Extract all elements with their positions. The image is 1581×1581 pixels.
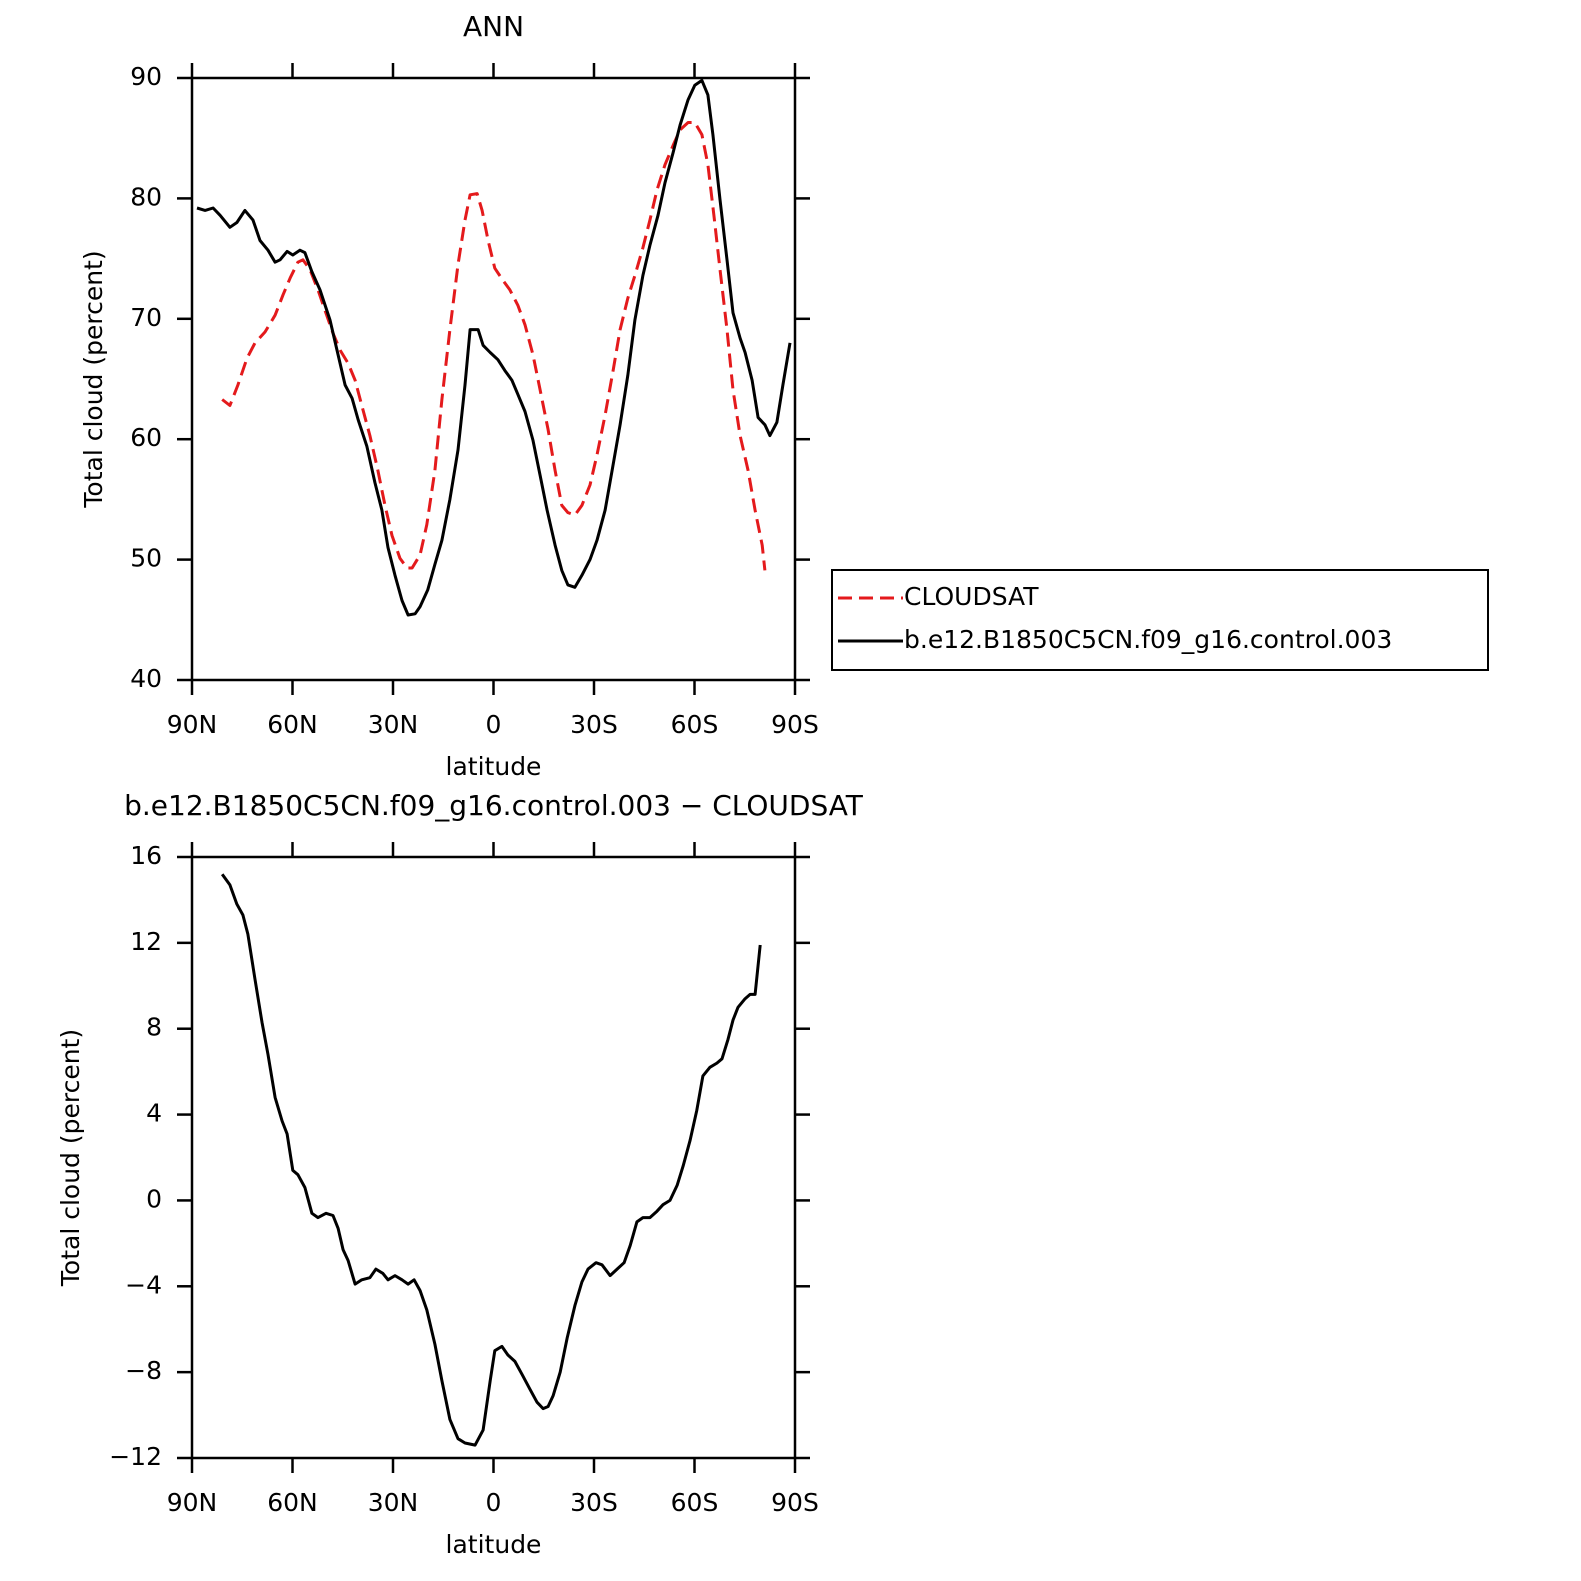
legend-box (831, 569, 1489, 671)
data-line (221, 121, 767, 571)
data-line (220, 873, 762, 1447)
x-tick-label: 90S (771, 1488, 819, 1517)
y-tick-label: 50 (130, 544, 162, 573)
x-tick-label: 60S (671, 1488, 719, 1517)
y-tick-label: 70 (130, 303, 162, 332)
x-tick-label: 0 (486, 1488, 502, 1517)
legend-label: b.e12.B1850C5CN.f09_g16.control.003 (904, 625, 1392, 654)
y-axis-label: Total cloud (percent) (79, 250, 108, 508)
x-tick-label: 90N (167, 1488, 218, 1517)
x-tick-label: 90N (167, 710, 218, 739)
y-axis-label: Total cloud (percent) (56, 1029, 85, 1287)
y-tick-label: 60 (130, 423, 162, 452)
x-tick-label: 30N (368, 710, 419, 739)
chart-title: ANN (463, 10, 524, 43)
x-tick-label: 30S (570, 1488, 618, 1517)
y-tick-label: 16 (130, 841, 162, 870)
data-line (196, 78, 792, 617)
x-tick-label: 30S (570, 710, 618, 739)
x-tick-label: 90S (771, 710, 819, 739)
x-tick-label: 60N (267, 1488, 318, 1517)
x-tick-label: 60N (267, 710, 318, 739)
y-tick-label: 4 (146, 1099, 162, 1128)
y-tick-label: 80 (130, 182, 162, 211)
y-tick-label: 0 (146, 1184, 162, 1213)
y-tick-label: −8 (125, 1356, 162, 1385)
y-tick-label: 8 (146, 1013, 162, 1042)
chart-title: b.e12.B1850C5CN.f09_g16.control.003 − CL… (124, 789, 864, 822)
y-tick-label: 40 (130, 664, 162, 693)
x-tick-label: 30N (368, 1488, 419, 1517)
x-tick-label: 60S (671, 710, 719, 739)
legend-label: CLOUDSAT (904, 582, 1039, 611)
x-axis-label: latitude (446, 752, 542, 781)
y-tick-label: 12 (130, 927, 162, 956)
x-tick-label: 0 (486, 710, 502, 739)
x-axis-label: latitude (446, 1530, 542, 1559)
plot-frame (190, 76, 797, 682)
y-tick-label: 90 (130, 62, 162, 91)
y-tick-label: −4 (125, 1270, 162, 1299)
y-tick-label: −12 (109, 1442, 162, 1471)
